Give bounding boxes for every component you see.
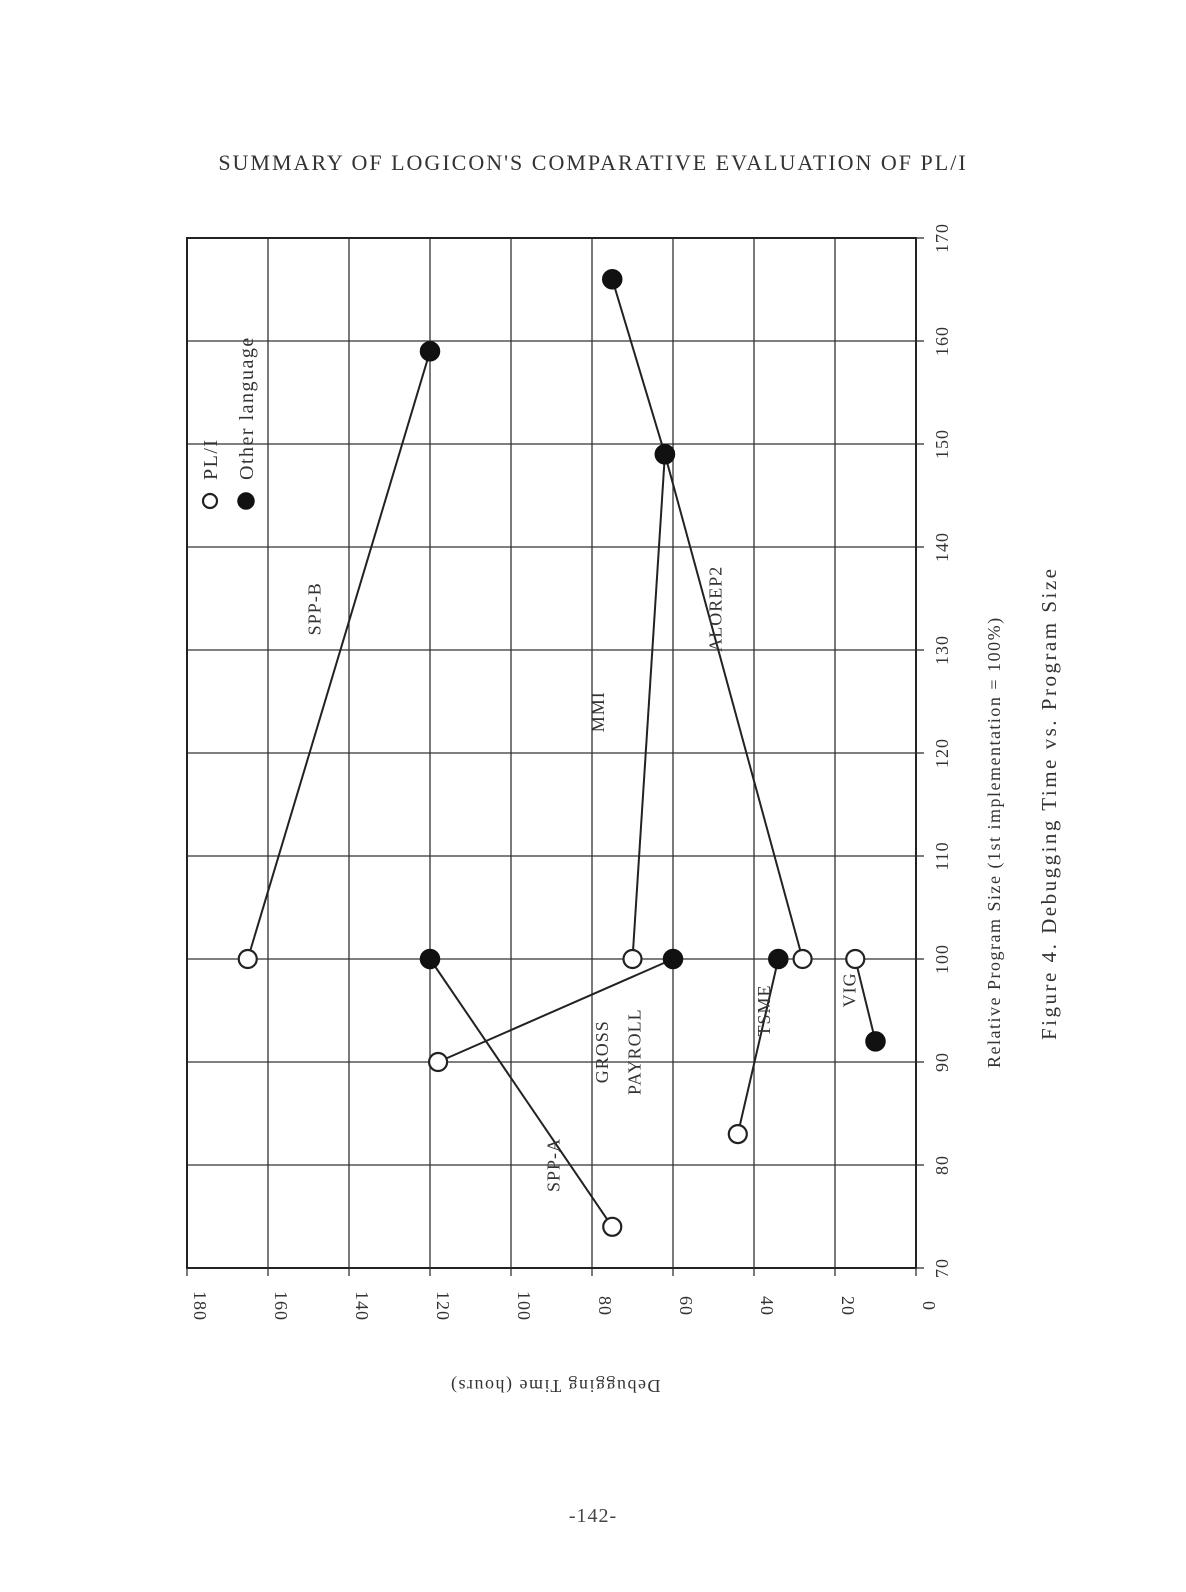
y-tick-label: 60 [676, 1296, 696, 1316]
point-pl1-spp-a [602, 1216, 623, 1237]
legend-other-marker [237, 492, 255, 510]
chart-grid [186, 237, 917, 1269]
chart-series [237, 268, 886, 1237]
y-tick-label: 80 [595, 1296, 615, 1316]
x-tick-label: 170 [932, 223, 952, 253]
y-tick-label: 180 [190, 1291, 210, 1321]
axis-ticks: 70 80 90 100 110 120 130 140 150 160 170 0 20 40 60 80 1… [186, 223, 952, 1321]
series-label-mmi: MMI [588, 691, 608, 732]
series-label-vig: VIG [839, 972, 859, 1007]
x-tick-label: 120 [932, 738, 952, 768]
y-tick-label: 120 [433, 1291, 453, 1321]
page-number: -142- [568, 1505, 618, 1527]
x-tick-label: 140 [932, 532, 952, 562]
series-line-vig [854, 958, 877, 1042]
y-tick-label: 20 [838, 1296, 858, 1316]
series-label-spp-a: SPP-A [544, 1138, 564, 1192]
point-other-alorep2 [602, 268, 623, 290]
point-other-tsme [768, 948, 789, 970]
y-axis-title: Debugging Time (hours) [449, 1375, 660, 1396]
point-pl1-mmi [622, 948, 643, 970]
x-tick-label: 90 [932, 1052, 952, 1072]
series-line-mmi [631, 454, 666, 960]
x-axis-title: Relative Program Size (1st implementatio… [984, 616, 1005, 1068]
point-pl1-spp-b [237, 948, 258, 970]
legend-pl1-marker [201, 492, 219, 510]
page-header: SUMMARY OF LOGICON'S COMPARATIVE EVALUAT… [218, 150, 968, 175]
x-tick-label: 80 [932, 1155, 952, 1175]
legend-pl1-label: PL/I [200, 438, 222, 480]
series-label-gross-payroll: PAYROLL [625, 1008, 645, 1095]
x-tick-label: 160 [932, 326, 952, 356]
series-labels: SPP-B SPP-A GROSS PAYROLL MMI ALOREP2 TSME VIG [305, 566, 860, 1192]
point-pl1-vig [845, 948, 866, 970]
point-other-spp-a [419, 948, 441, 970]
x-tick-label: 150 [932, 429, 952, 459]
legend: PL/I Other language [200, 336, 258, 510]
x-tick-label: 110 [932, 841, 952, 870]
figure-caption: Figure 4. Debugging Time vs. Program Siz… [1037, 567, 1061, 1041]
series-line-spp-b [246, 351, 431, 960]
point-other-gross-payroll [662, 948, 684, 970]
y-tick-label: 100 [514, 1291, 534, 1321]
series-label-spp-b: SPP-B [305, 582, 325, 635]
point-other-alorep2 [654, 444, 676, 465]
series-label-alorep2: ALOREP2 [706, 566, 726, 652]
point-pl1-alorep2 [792, 948, 813, 970]
series-label-gross-payroll: GROSS [592, 1020, 612, 1083]
series-label-tsme: TSME [754, 984, 774, 1036]
legend-other-label: Other language [236, 336, 258, 480]
x-tick-label: 130 [932, 635, 952, 665]
x-tick-label: 100 [932, 944, 952, 974]
point-other-vig [865, 1031, 886, 1052]
series-line-tsme [736, 958, 780, 1135]
y-tick-label: 40 [757, 1296, 777, 1316]
x-tick-label: 70 [932, 1258, 952, 1278]
point-pl1-tsme [727, 1123, 748, 1145]
y-tick-label: 160 [271, 1291, 291, 1321]
series-line-gross-payroll [437, 958, 674, 1063]
y-tick-label: 140 [352, 1291, 372, 1321]
point-other-spp-b [419, 341, 441, 362]
y-tick-label: 0 [919, 1301, 939, 1311]
series-line-spp-a [429, 958, 614, 1228]
point-pl1-gross-payroll [428, 1051, 449, 1073]
